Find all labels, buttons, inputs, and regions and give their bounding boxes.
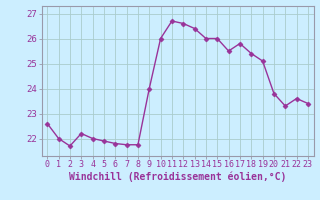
X-axis label: Windchill (Refroidissement éolien,°C): Windchill (Refroidissement éolien,°C) bbox=[69, 172, 286, 182]
